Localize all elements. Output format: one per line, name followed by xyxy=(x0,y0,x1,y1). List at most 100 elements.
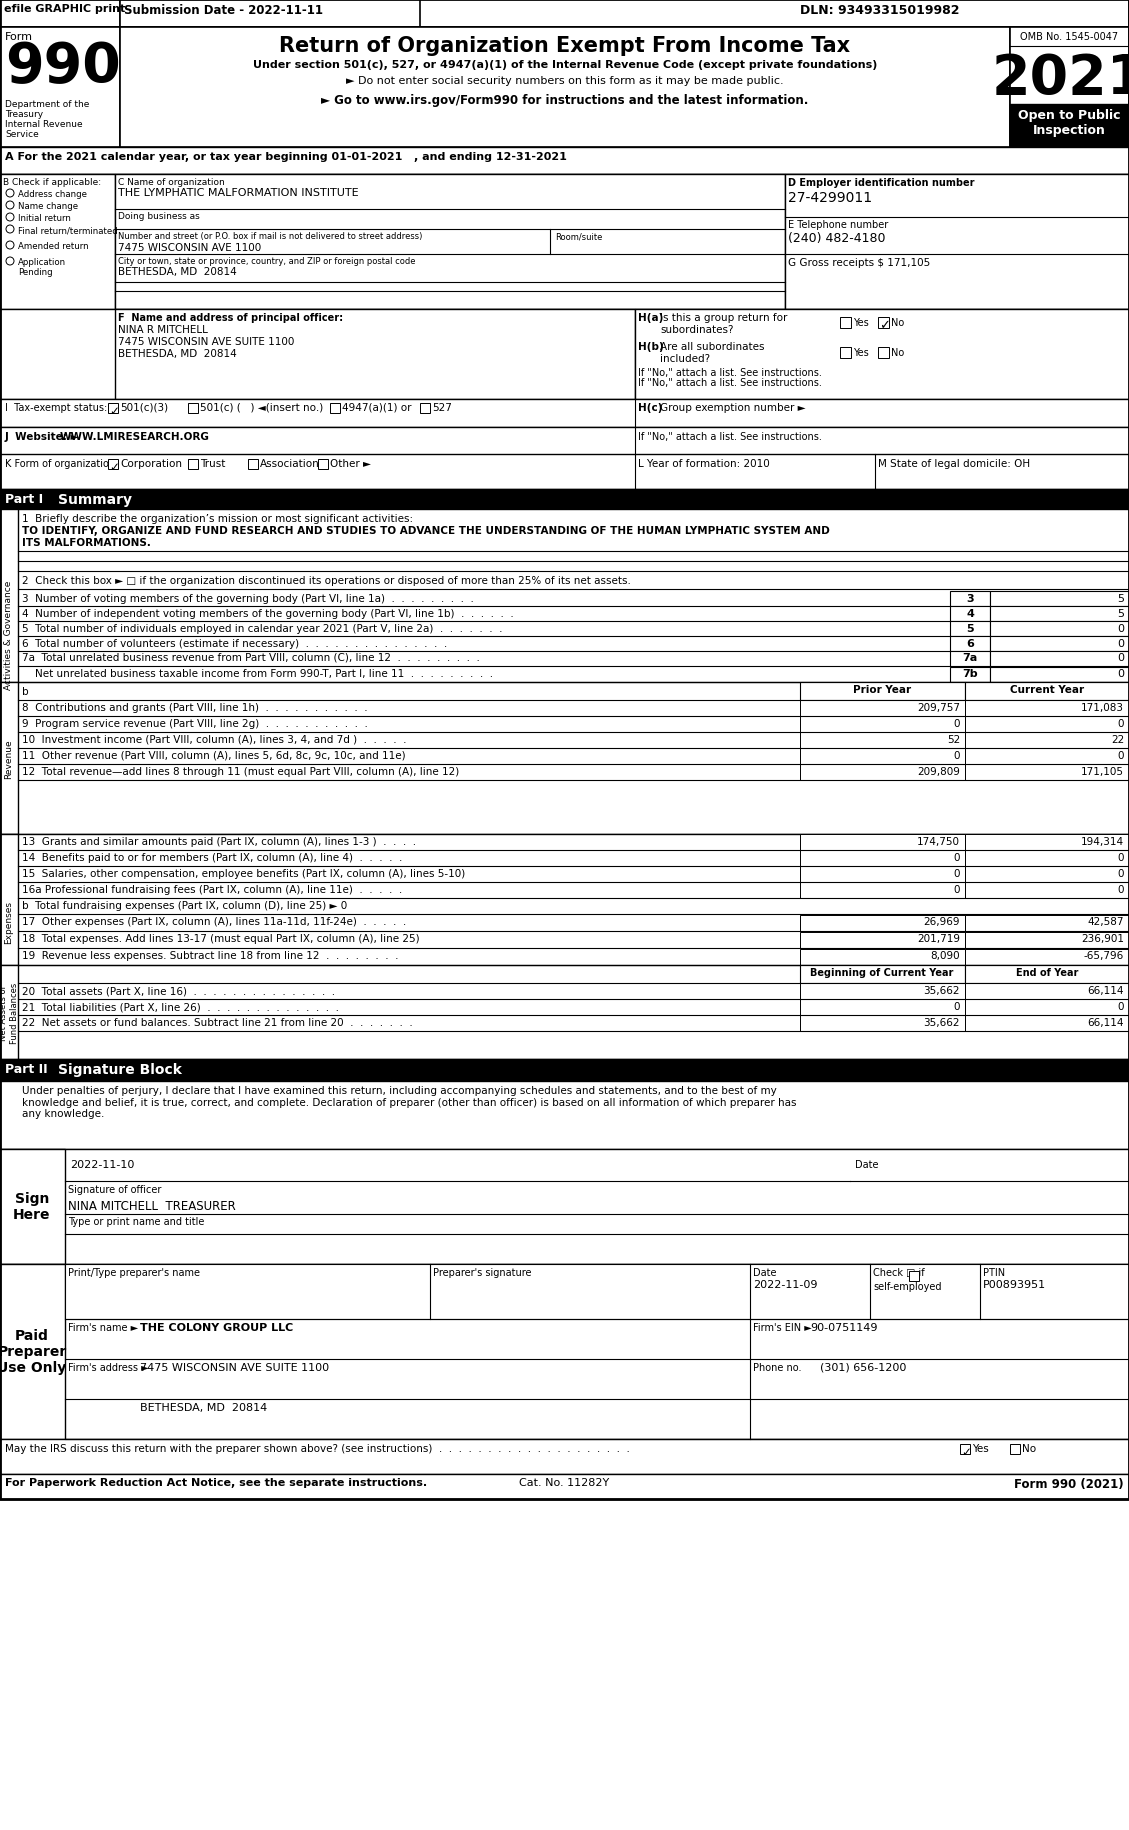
Text: 7475 WISCONSIN AVE 1100: 7475 WISCONSIN AVE 1100 xyxy=(119,243,261,253)
Text: May the IRS discuss this return with the preparer shown above? (see instructions: May the IRS discuss this return with the… xyxy=(5,1444,630,1453)
Bar xyxy=(965,732,1129,748)
Text: 26,969: 26,969 xyxy=(924,917,960,926)
Bar xyxy=(0,1082,1129,1149)
Bar xyxy=(965,851,1129,867)
Bar xyxy=(785,176,1129,309)
Text: Is this a group return for: Is this a group return for xyxy=(660,313,787,322)
Text: 3: 3 xyxy=(966,593,974,604)
Text: 4  Number of independent voting members of the governing body (Part VI, line 1b): 4 Number of independent voting members o… xyxy=(21,609,514,619)
Bar xyxy=(990,622,1129,637)
Bar xyxy=(949,591,990,608)
Text: Print/Type preparer's name: Print/Type preparer's name xyxy=(68,1268,200,1277)
Text: 35,662: 35,662 xyxy=(924,986,960,996)
Text: Date: Date xyxy=(753,1268,777,1277)
Text: 0: 0 xyxy=(954,719,960,728)
Text: NINA MITCHELL  TREASURER: NINA MITCHELL TREASURER xyxy=(68,1199,236,1211)
Text: PTIN: PTIN xyxy=(983,1268,1005,1277)
Text: If "No," attach a list. See instructions.: If "No," attach a list. See instructions… xyxy=(638,377,822,388)
Text: Sign
Here: Sign Here xyxy=(14,1191,51,1221)
Text: Date: Date xyxy=(855,1160,878,1169)
Text: 17  Other expenses (Part IX, column (A), lines 11a-11d, 11f-24e)  .  .  .  .  .: 17 Other expenses (Part IX, column (A), … xyxy=(21,917,406,926)
Text: 1  Briefly describe the organization’s mission or most significant activities:: 1 Briefly describe the organization’s mi… xyxy=(21,514,413,523)
Text: 9  Program service revenue (Part VIII, line 2g)  .  .  .  .  .  .  .  .  .  .  .: 9 Program service revenue (Part VIII, li… xyxy=(21,719,368,728)
Text: Room/suite: Room/suite xyxy=(555,232,603,242)
Text: 8  Contributions and grants (Part VIII, line 1h)  .  .  .  .  .  .  .  .  .  .  : 8 Contributions and grants (Part VIII, l… xyxy=(21,703,368,712)
Text: ✓: ✓ xyxy=(110,404,119,417)
Text: 174,750: 174,750 xyxy=(917,836,960,847)
Text: M State of legal domicile: OH: M State of legal domicile: OH xyxy=(878,459,1030,468)
Bar xyxy=(965,950,1129,966)
Bar xyxy=(0,309,1129,399)
Bar xyxy=(120,27,1010,148)
Bar xyxy=(120,0,420,27)
Text: Service: Service xyxy=(5,130,38,139)
Bar xyxy=(0,27,1129,148)
Text: No: No xyxy=(1022,1444,1036,1453)
Bar xyxy=(949,622,990,637)
Bar xyxy=(1010,27,1129,148)
Bar xyxy=(1010,1444,1019,1455)
Bar xyxy=(0,176,1129,309)
Text: Application
Pending: Application Pending xyxy=(18,258,67,278)
Text: 27-4299011: 27-4299011 xyxy=(788,190,872,205)
Bar xyxy=(800,748,965,765)
Bar xyxy=(878,318,889,329)
Bar xyxy=(990,608,1129,622)
Text: Signature of officer: Signature of officer xyxy=(68,1184,161,1195)
Text: ✓: ✓ xyxy=(961,1446,971,1459)
Bar xyxy=(949,651,990,666)
Bar xyxy=(0,1149,1129,1265)
Text: ITS MALFORMATIONS.: ITS MALFORMATIONS. xyxy=(21,538,151,547)
Text: 18  Total expenses. Add lines 13-17 (must equal Part IX, column (A), line 25): 18 Total expenses. Add lines 13-17 (must… xyxy=(21,933,420,944)
Text: Name change: Name change xyxy=(18,201,78,210)
Text: 90-0751149: 90-0751149 xyxy=(809,1323,877,1332)
Text: 35,662: 35,662 xyxy=(924,1017,960,1027)
Text: Beginning of Current Year: Beginning of Current Year xyxy=(811,968,954,977)
Bar xyxy=(965,683,1129,701)
Text: Prior Year: Prior Year xyxy=(852,684,911,695)
Text: 501(c) (   ) ◄(insert no.): 501(c) ( ) ◄(insert no.) xyxy=(200,403,323,414)
Bar xyxy=(0,0,1129,1499)
Bar xyxy=(0,511,18,759)
Bar xyxy=(189,459,198,470)
Text: Initial return: Initial return xyxy=(18,214,71,223)
Text: 6  Total number of volunteers (estimate if necessary)  .  .  .  .  .  .  .  .  .: 6 Total number of volunteers (estimate i… xyxy=(21,639,447,648)
Bar xyxy=(0,1265,1129,1438)
Text: 171,083: 171,083 xyxy=(1080,703,1124,712)
Bar xyxy=(965,1016,1129,1032)
Text: Doing business as: Doing business as xyxy=(119,212,200,221)
Circle shape xyxy=(6,190,14,198)
Text: If "No," attach a list. See instructions.: If "No," attach a list. See instructions… xyxy=(638,368,822,377)
Bar xyxy=(965,717,1129,732)
Text: -65,796: -65,796 xyxy=(1084,950,1124,961)
Bar xyxy=(0,1475,1129,1499)
Text: Part II: Part II xyxy=(5,1063,47,1076)
Bar xyxy=(990,591,1129,608)
Text: 171,105: 171,105 xyxy=(1080,767,1124,776)
Text: 2  Check this box ► □ if the organization discontinued its operations or dispose: 2 Check this box ► □ if the organization… xyxy=(21,576,631,586)
Bar xyxy=(0,683,18,834)
Circle shape xyxy=(6,242,14,251)
Bar xyxy=(965,748,1129,765)
Text: Yes: Yes xyxy=(972,1444,989,1453)
Text: G Gross receipts $ 171,105: G Gross receipts $ 171,105 xyxy=(788,258,930,267)
Text: Form: Form xyxy=(5,31,33,42)
Text: If "No," attach a list. See instructions.: If "No," attach a list. See instructions… xyxy=(638,432,822,441)
Text: 5  Total number of individuals employed in calendar year 2021 (Part V, line 2a) : 5 Total number of individuals employed i… xyxy=(21,624,502,633)
Text: Address change: Address change xyxy=(18,190,87,199)
Bar xyxy=(965,765,1129,781)
Bar xyxy=(800,765,965,781)
Text: 0: 0 xyxy=(954,1001,960,1012)
Text: efile GRAPHIC print: efile GRAPHIC print xyxy=(5,4,125,15)
Text: H(b): H(b) xyxy=(638,342,664,351)
Text: L Year of formation: 2010: L Year of formation: 2010 xyxy=(638,459,770,468)
Text: H(a): H(a) xyxy=(638,313,664,322)
Text: No: No xyxy=(891,318,904,328)
Text: 0: 0 xyxy=(954,853,960,862)
Bar xyxy=(840,318,851,329)
Text: For Paperwork Reduction Act Notice, see the separate instructions.: For Paperwork Reduction Act Notice, see … xyxy=(5,1477,427,1488)
Bar xyxy=(800,966,965,983)
Bar xyxy=(0,834,1129,1010)
Text: Corporation: Corporation xyxy=(120,459,182,468)
Text: Cat. No. 11282Y: Cat. No. 11282Y xyxy=(519,1477,610,1488)
